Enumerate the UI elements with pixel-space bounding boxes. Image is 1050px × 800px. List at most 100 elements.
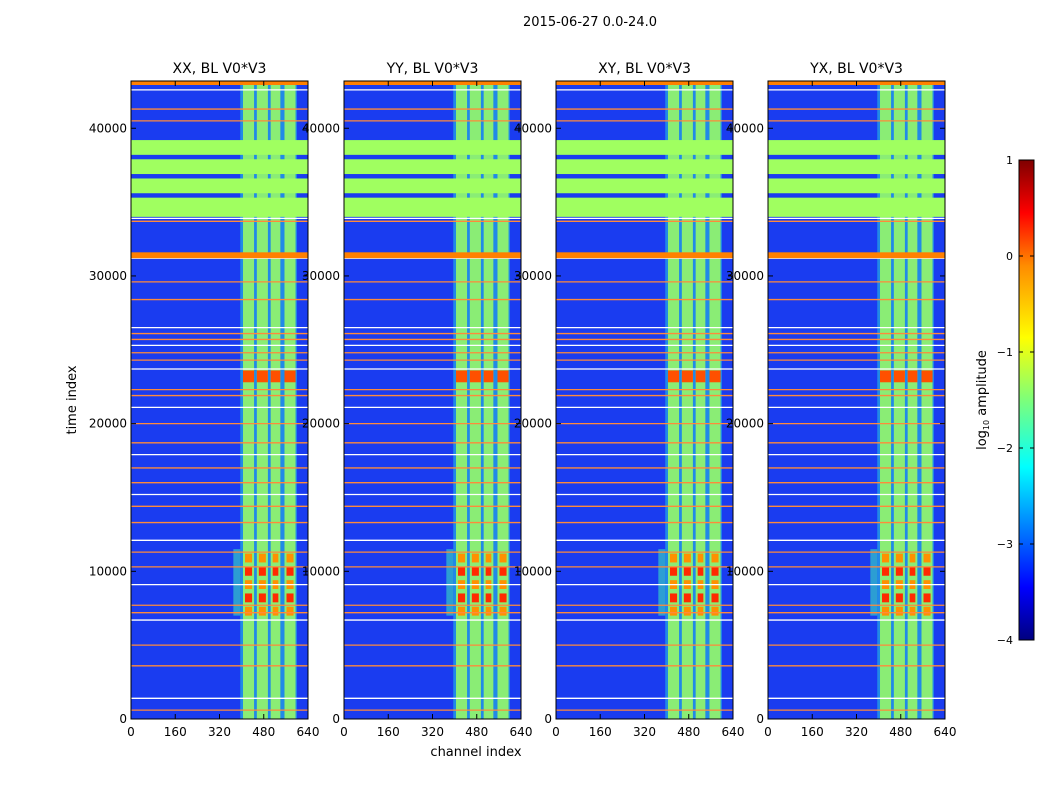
y-tick-label: 20000 [89, 417, 127, 431]
saturated-band [556, 197, 733, 217]
hot-cell [909, 566, 916, 576]
colorbar: 10−1−2−3−4 log10 amplitude [975, 154, 1035, 647]
x-tick-label: 0 [340, 725, 348, 739]
hot-cell [245, 566, 253, 576]
panel: XX, BL V0*V3 0 160 320 480 640 0 10000 20000 3000… [89, 61, 320, 739]
hot-strip [681, 370, 693, 383]
band-column [893, 81, 905, 719]
x-tick-label: 0 [764, 725, 772, 739]
band-column [880, 81, 892, 719]
hot-strip [483, 370, 494, 383]
band-column [921, 81, 933, 719]
y-tick-label: 0 [544, 712, 552, 726]
panel-title: XY, BL V0*V3 [598, 61, 691, 77]
saturated-band [131, 178, 308, 194]
hot-cell [272, 566, 279, 576]
hot-cell [670, 606, 678, 616]
y-tick-label: 10000 [302, 564, 340, 578]
hot-cell [683, 553, 691, 563]
colorbar-tick-label: −2 [997, 442, 1013, 455]
x-tick-label: 0 [552, 725, 560, 739]
y-tick-label: 30000 [89, 269, 127, 283]
hot-cell [286, 593, 294, 603]
hot-cell [923, 593, 931, 603]
y-tick-label: 0 [756, 712, 764, 726]
heatmap-body [556, 81, 733, 719]
panel: XY, BL V0*V3 0 160 320 480 640 0 10000 20000 3000… [514, 61, 745, 739]
y-tick-label: 30000 [726, 269, 764, 283]
y-tick-label: 20000 [302, 417, 340, 431]
hot-cell [882, 553, 890, 563]
hot-cell [485, 566, 492, 576]
saturated-band [344, 197, 521, 217]
hot-cell [683, 566, 691, 576]
hot-cell [258, 566, 266, 576]
hot-cell [485, 553, 492, 563]
colorbar-label-rest: amplitude [975, 350, 990, 420]
saturated-band [344, 140, 521, 155]
x-axis-label: channel index [430, 745, 521, 760]
hot-cell [895, 553, 903, 563]
saturated-band [768, 178, 945, 194]
hot-strip [270, 370, 281, 383]
saturated-band [768, 159, 945, 175]
hot-cell [711, 566, 719, 576]
band-column [668, 81, 680, 719]
hot-strip [456, 370, 468, 383]
hot-cell [272, 553, 279, 563]
y-tick-label: 40000 [726, 121, 764, 135]
hot-cell [286, 566, 294, 576]
hot-cell [258, 606, 266, 616]
hot-cell [683, 593, 691, 603]
hot-cell [245, 593, 253, 603]
hot-cell [923, 566, 931, 576]
band-column [284, 81, 296, 719]
y-tick-label: 20000 [514, 417, 552, 431]
saturated-band [768, 197, 945, 217]
hot-cell [471, 566, 479, 576]
hot-cell [909, 606, 916, 616]
x-tick-label: 640 [722, 725, 745, 739]
heatmap-body [344, 81, 521, 719]
hot-cell [895, 566, 903, 576]
panel-title: YY, BL V0*V3 [386, 61, 479, 77]
x-tick-label: 480 [889, 725, 912, 739]
band-column [469, 81, 481, 719]
band-column [695, 81, 706, 719]
panel: YY, BL V0*V3 0 160 320 480 640 0 10000 20000 3000… [302, 61, 533, 739]
hot-cell [471, 553, 479, 563]
saturated-band [556, 140, 733, 155]
hot-cell [258, 553, 266, 563]
hot-cell [272, 593, 279, 603]
band-column [497, 81, 509, 719]
flag-band [131, 252, 308, 259]
hot-cell [458, 553, 466, 563]
flag-band [344, 252, 521, 259]
x-tick-label: 160 [589, 725, 612, 739]
hot-cell [471, 593, 479, 603]
y-tick-label: 10000 [514, 564, 552, 578]
hot-strip [907, 370, 918, 383]
heatmap-body [768, 81, 945, 719]
figure-title: 2015-06-27 0.0-24.0 [523, 15, 657, 30]
x-tick-label: 320 [845, 725, 868, 739]
saturated-band [556, 159, 733, 175]
hot-cell [499, 593, 507, 603]
hot-cell [458, 606, 466, 616]
hot-cell [697, 553, 704, 563]
hot-cell [683, 606, 691, 616]
band-column [681, 81, 693, 719]
y-tick-label: 40000 [514, 121, 552, 135]
hot-cell [245, 606, 253, 616]
x-tick-label: 480 [252, 725, 275, 739]
y-tick-label: 0 [119, 712, 127, 726]
hot-cell [670, 553, 678, 563]
y-tick-label: 30000 [514, 269, 552, 283]
y-axis-label: time index [65, 365, 80, 434]
y-tick-label: 30000 [302, 269, 340, 283]
x-tick-label: 320 [633, 725, 656, 739]
hot-cell [882, 606, 890, 616]
hot-cell [670, 593, 678, 603]
x-tick-label: 320 [421, 725, 444, 739]
